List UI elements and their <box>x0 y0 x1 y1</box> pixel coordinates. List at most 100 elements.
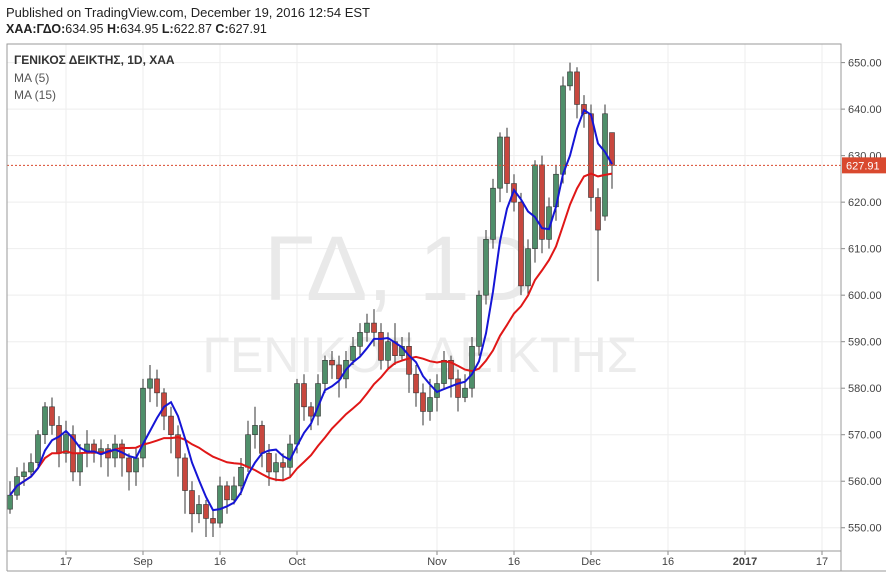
candle <box>336 355 342 398</box>
last-price-tag: 627.91 <box>842 157 886 174</box>
candle <box>525 239 531 296</box>
candle-body <box>441 359 447 384</box>
candle-body <box>357 332 363 347</box>
candle-body <box>329 359 335 366</box>
candle-body <box>168 415 174 436</box>
candle <box>126 453 132 491</box>
ma5-line <box>9 108 613 512</box>
candle-series <box>7 62 615 538</box>
x-tick-label: Nov <box>427 556 447 568</box>
candle <box>35 430 41 468</box>
candle-body <box>525 248 531 287</box>
candle <box>420 383 426 426</box>
candle-body <box>567 71 573 87</box>
x-tick-label: Oct <box>288 556 305 568</box>
candle-body <box>462 387 468 398</box>
symbol-label: ΧΑΑ:ΓΔΟ <box>6 22 62 36</box>
last-price-tag-label: 627.91 <box>846 160 880 172</box>
candle <box>245 420 251 472</box>
y-tick-label: 650.00 <box>848 58 882 70</box>
candle <box>7 481 13 514</box>
x-tick-label: 16 <box>662 556 674 568</box>
candle-body <box>154 378 160 394</box>
candle <box>210 509 216 538</box>
candle-body <box>385 341 391 361</box>
candle <box>539 155 545 254</box>
candle-body <box>21 471 27 477</box>
candle-body <box>364 322 370 333</box>
candle <box>301 374 307 421</box>
candle <box>231 476 237 505</box>
candle <box>378 323 384 370</box>
candle <box>483 230 489 305</box>
x-tick-label: 16 <box>214 556 226 568</box>
chart-legend-title: ΓΕΝΙΚΟΣ ΔΕΙΚΤΗΣ, 1D, ΧΑΑ <box>14 53 175 67</box>
candle-body <box>350 346 356 361</box>
candle <box>455 369 461 412</box>
low-label: L: <box>161 22 174 36</box>
legend-ma15: MA (15) <box>14 88 57 102</box>
candle-body <box>574 71 580 105</box>
candle-body <box>189 490 195 515</box>
candle-body <box>28 462 34 473</box>
candle-body <box>539 164 545 240</box>
candle <box>168 406 174 454</box>
published-caption: Published on TradingView.com, December 1… <box>6 5 370 20</box>
candle <box>42 402 48 445</box>
candle <box>504 127 510 193</box>
candle <box>105 444 111 477</box>
candle-body <box>175 434 181 459</box>
candle-body <box>147 378 153 389</box>
candle <box>49 397 55 435</box>
x-tick-label: 17 <box>816 556 828 568</box>
candle-body <box>378 332 384 361</box>
candle <box>413 364 419 407</box>
x-tick-label: 16 <box>508 556 520 568</box>
candle <box>595 188 601 282</box>
candle <box>259 420 265 468</box>
candle <box>182 453 188 514</box>
candle-body <box>588 113 594 198</box>
candle <box>203 499 209 538</box>
candle-body <box>294 383 300 445</box>
candle-body <box>133 457 139 473</box>
candle <box>224 481 230 514</box>
candle <box>469 337 475 398</box>
candle <box>329 350 335 379</box>
candle <box>574 67 580 119</box>
candle-body <box>420 392 426 412</box>
legend-ma5: MA (5) <box>14 71 50 85</box>
candle-body <box>483 239 489 296</box>
candle <box>350 337 356 365</box>
candle-body <box>140 387 146 459</box>
candle-body <box>273 462 279 473</box>
candle-body <box>231 485 237 501</box>
candle-body <box>490 187 496 240</box>
grid <box>7 44 841 551</box>
candle <box>476 290 482 356</box>
candle-body <box>224 485 230 501</box>
candle <box>280 453 286 482</box>
candle <box>147 364 153 403</box>
x-tick-label: 2017 <box>733 556 757 568</box>
candle-body <box>497 136 503 189</box>
candle <box>273 453 279 482</box>
candle-body <box>7 494 13 510</box>
candle-body <box>259 425 265 454</box>
y-tick-label: 620.00 <box>848 197 882 209</box>
candle-body <box>413 373 419 394</box>
candle-body <box>203 504 209 519</box>
candle <box>567 62 573 91</box>
candle <box>84 430 90 468</box>
candle-body <box>532 164 538 249</box>
candle-body <box>77 453 83 473</box>
candle <box>357 323 363 356</box>
high-label: H: <box>106 22 121 36</box>
candle-body <box>371 322 377 333</box>
candle-body <box>238 466 244 487</box>
candle-body <box>217 485 223 524</box>
candle <box>175 425 181 477</box>
candle-body <box>308 406 314 417</box>
x-tick-label: Sep <box>133 556 153 568</box>
